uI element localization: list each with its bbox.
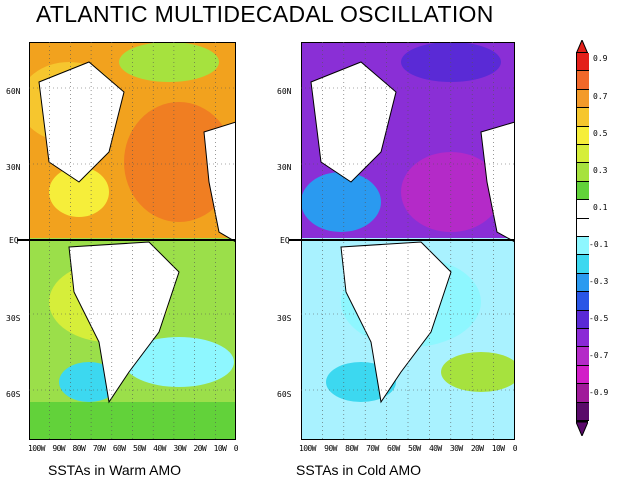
colorbar-cell — [577, 218, 589, 237]
colorbar-label: 0.5 — [593, 129, 608, 138]
colorbar-cell — [577, 89, 589, 109]
lat-label-eq: EQ — [280, 236, 290, 245]
lat-label-60n: 60N — [277, 87, 292, 96]
lon-label: 0 — [512, 444, 518, 453]
colorbar-cell — [577, 71, 589, 90]
lon-label: 20W — [193, 444, 207, 453]
graticule — [301, 42, 515, 440]
lon-label: 30W — [173, 444, 186, 453]
colorbar-label: -0.9 — [589, 388, 609, 397]
colorbar-label: -0.5 — [589, 314, 609, 323]
colorbar-cell — [577, 145, 589, 164]
colorbar-cell — [577, 108, 589, 127]
lon-label: 40W — [428, 444, 442, 453]
lat-label-30n: 30N — [277, 163, 292, 172]
lon-axis-labels: 100W 90W 80W 70W 60W 50W 40W 30W 20W 10W… — [299, 444, 518, 453]
lat-label-eq: EQ — [9, 236, 19, 245]
colorbar-label: 0.9 — [593, 54, 608, 63]
lon-label: 40W — [153, 444, 166, 453]
lon-label: 10W — [213, 444, 227, 453]
colorbar-cell — [577, 200, 589, 219]
lat-label-60n: 60N — [6, 87, 21, 96]
lat-label-30s: 30S — [6, 314, 21, 323]
colorbar-cell — [577, 310, 589, 329]
colorbar-cell — [577, 292, 589, 311]
colorbar-cell — [577, 384, 589, 403]
graticule — [29, 42, 236, 440]
warm-amo-map — [17, 42, 236, 440]
colorbar-cell — [577, 273, 589, 293]
lon-label: 60W — [112, 444, 126, 453]
colorbar-cell — [577, 53, 589, 72]
lon-label: 100W — [28, 444, 45, 453]
page-title: ATLANTIC MULTIDECADAL OSCILLATION — [36, 1, 494, 27]
lon-axis-labels: 100W 90W 80W 70W 60W 50W 40W 30W 20W 10W… — [28, 444, 239, 453]
lon-label: 80W — [72, 444, 86, 453]
colorbar-cell — [577, 163, 589, 182]
colorbar-label: -0.7 — [589, 351, 609, 360]
lon-label: 70W — [92, 444, 106, 453]
lon-label: 30W — [449, 444, 463, 453]
lon-label: 50W — [407, 444, 421, 453]
colorbar-label: 0.3 — [593, 166, 608, 175]
lon-label: 50W — [133, 444, 146, 453]
warm-amo-caption: SSTAs in Warm AMO — [48, 462, 182, 478]
colorbar-cell — [577, 255, 589, 274]
lon-label: 90W — [52, 444, 66, 453]
equator-line — [17, 239, 236, 241]
lon-label: 90W — [324, 444, 337, 453]
cold-amo-map — [289, 42, 515, 440]
lat-label-30n: 30N — [6, 163, 21, 172]
lat-label-60s: 60S — [6, 390, 21, 399]
lon-label: 0 — [233, 444, 239, 453]
colorbar — [576, 40, 589, 436]
colorbar-cell — [577, 402, 589, 421]
lon-label: 10W — [491, 444, 505, 453]
lon-label: 20W — [470, 444, 484, 453]
lat-label-60s: 60S — [277, 390, 292, 399]
lon-label: 80W — [345, 444, 358, 453]
equator-line — [289, 239, 515, 241]
lon-label: 100W — [299, 444, 316, 453]
lat-label-30s: 30S — [277, 314, 292, 323]
lon-label: 70W — [366, 444, 379, 453]
colorbar-top-arrow — [576, 40, 588, 54]
colorbar-label: 0.1 — [593, 203, 608, 212]
colorbar-cell — [577, 329, 589, 348]
colorbar-label: 0.7 — [593, 92, 608, 101]
cold-amo-caption: SSTAs in Cold AMO — [296, 462, 422, 478]
lon-label: 60W — [387, 444, 400, 453]
colorbar-cell — [577, 181, 589, 201]
colorbar-label: -0.1 — [589, 240, 609, 249]
colorbar-cell — [577, 237, 589, 256]
colorbar-label: -0.3 — [589, 277, 609, 286]
colorbar-cell — [577, 347, 589, 366]
colorbar-bottom-arrow — [576, 422, 588, 436]
colorbar-cell — [577, 126, 589, 145]
colorbar-cell — [577, 365, 589, 385]
